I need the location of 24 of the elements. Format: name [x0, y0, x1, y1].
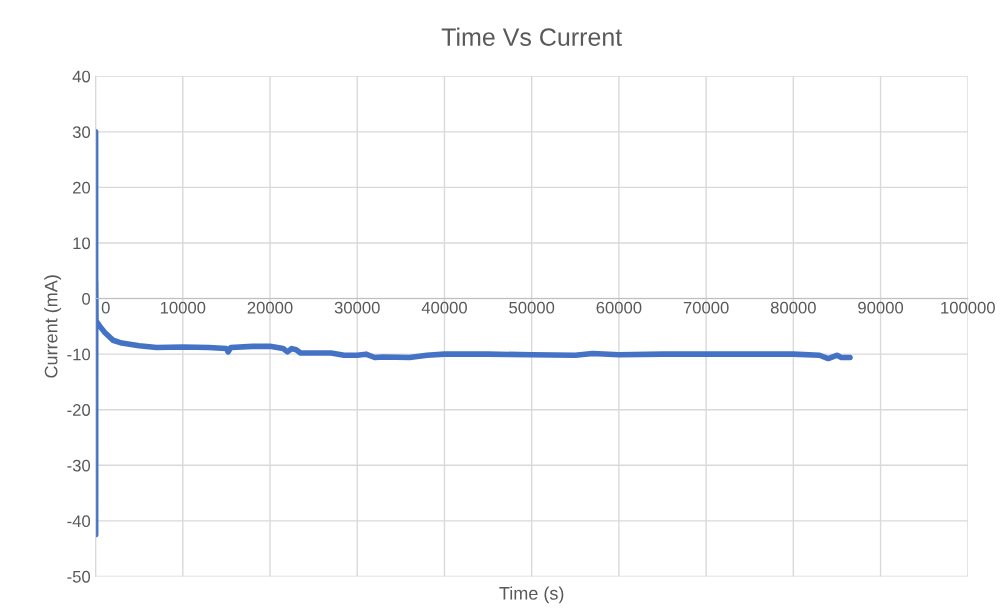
x-tick-label: 50000 — [509, 301, 555, 314]
y-tick-label: 0 — [82, 292, 91, 305]
y-tick-label: 20 — [73, 181, 91, 194]
y-tick-label: -40 — [67, 515, 91, 528]
y-axis-title: Current (mA) — [44, 275, 62, 378]
x-tick-label: 60000 — [596, 301, 642, 314]
x-tick-label: 20000 — [247, 301, 293, 314]
chart-title: Time Vs Current — [441, 27, 623, 46]
x-tick-label: 0 — [101, 301, 110, 314]
y-tick-label: 10 — [73, 237, 91, 250]
y-tick-label: 40 — [72, 70, 91, 83]
y-tick-label: -10 — [67, 348, 91, 361]
y-tick-label: 30 — [72, 126, 91, 139]
x-tick-label: 90000 — [858, 301, 904, 314]
x-tick-label: 80000 — [770, 301, 816, 314]
x-tick-label: 30000 — [334, 301, 380, 314]
x-tick-label: 10000 — [160, 301, 206, 314]
x-tick-label: 70000 — [683, 301, 729, 314]
y-tick-label: -30 — [67, 459, 91, 472]
y-tick-label: -20 — [67, 404, 91, 416]
x-tick-label: 40000 — [421, 301, 467, 314]
y-tick-label: -50 — [67, 570, 91, 583]
x-tick-label: 100000 — [941, 301, 995, 314]
x-axis-title: Time (s) — [499, 586, 564, 604]
